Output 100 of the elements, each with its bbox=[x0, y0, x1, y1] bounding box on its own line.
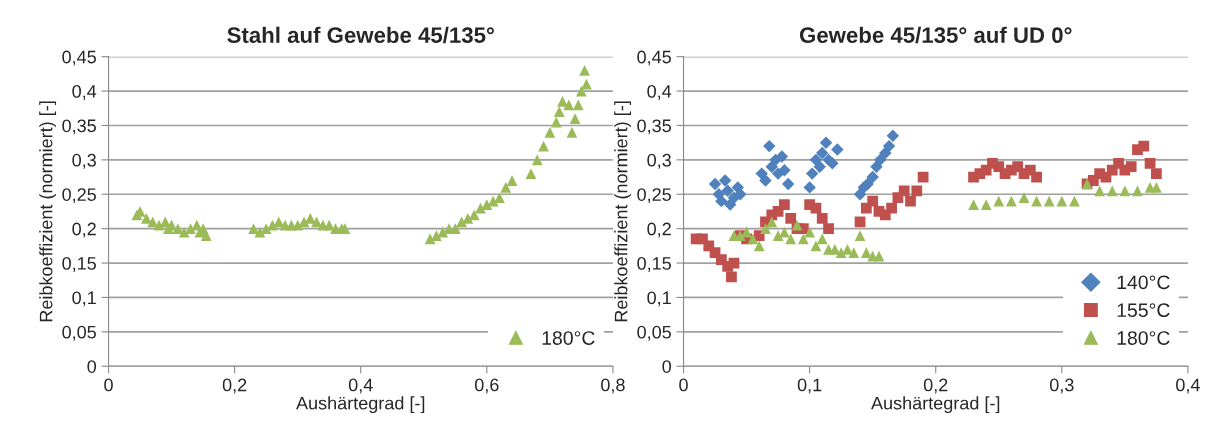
point bbox=[993, 195, 1005, 207]
point bbox=[506, 175, 518, 186]
y-tick-label: 0,2 bbox=[647, 222, 671, 238]
point bbox=[882, 139, 896, 153]
point bbox=[525, 168, 537, 179]
legend-label: 180°C bbox=[1117, 331, 1170, 345]
point bbox=[1031, 195, 1042, 207]
point bbox=[763, 139, 776, 153]
y-tick-label: 0,35 bbox=[62, 119, 96, 135]
point bbox=[1031, 171, 1042, 183]
point bbox=[569, 113, 581, 124]
point bbox=[734, 188, 747, 201]
y-tick-label: 0,15 bbox=[637, 256, 671, 272]
point bbox=[813, 160, 826, 173]
y-tick-label: 0,4 bbox=[72, 85, 97, 100]
point bbox=[140, 212, 152, 224]
point bbox=[1144, 157, 1156, 169]
x-tick-label: 0,1 bbox=[797, 378, 822, 394]
point bbox=[775, 150, 789, 163]
point bbox=[911, 185, 923, 197]
point bbox=[854, 216, 866, 228]
y-tick-label: 0,05 bbox=[637, 325, 671, 341]
point bbox=[1138, 140, 1150, 152]
point bbox=[805, 167, 819, 180]
point bbox=[715, 194, 728, 208]
point bbox=[254, 226, 266, 238]
point bbox=[785, 212, 797, 224]
point bbox=[766, 216, 778, 228]
point bbox=[550, 116, 562, 128]
point bbox=[816, 233, 828, 245]
point bbox=[292, 219, 304, 231]
point bbox=[810, 240, 822, 252]
point bbox=[831, 143, 844, 156]
point bbox=[721, 184, 734, 198]
y-axis-title: Reibkoeffizient (normiert) [-] bbox=[39, 101, 57, 322]
point bbox=[1006, 195, 1017, 207]
point bbox=[867, 195, 879, 207]
point bbox=[431, 230, 442, 241]
point bbox=[804, 226, 816, 238]
point bbox=[785, 233, 797, 245]
point bbox=[803, 181, 816, 194]
point bbox=[494, 192, 505, 204]
point bbox=[747, 233, 759, 245]
chart-title: Gewebe 45/135° auf UD 0° bbox=[799, 26, 1072, 44]
point bbox=[753, 240, 765, 252]
point bbox=[772, 230, 784, 241]
x-axis-title: Aushärtegrad [-] bbox=[296, 396, 425, 414]
point bbox=[854, 230, 866, 241]
point bbox=[553, 106, 565, 118]
point bbox=[500, 182, 512, 193]
y-tick-label: 0,3 bbox=[72, 153, 96, 169]
point bbox=[853, 188, 867, 201]
point bbox=[1056, 195, 1068, 207]
x-tick-label: 0,8 bbox=[601, 378, 625, 394]
point bbox=[759, 174, 772, 187]
point bbox=[311, 216, 322, 228]
point bbox=[1125, 161, 1137, 173]
point bbox=[816, 146, 829, 160]
point bbox=[200, 230, 212, 241]
y-axis-title: Reibkoeffizient (normiert) [-] bbox=[614, 101, 632, 322]
point bbox=[898, 185, 910, 197]
x-tick-label: 0,3 bbox=[1049, 378, 1074, 394]
point bbox=[779, 226, 790, 238]
point bbox=[544, 126, 556, 138]
y-tick-label: 0,15 bbox=[62, 256, 96, 272]
point bbox=[566, 126, 578, 138]
x-tick-label: 0,2 bbox=[222, 378, 247, 394]
y-tick-label: 0,4 bbox=[647, 85, 672, 100]
point bbox=[861, 177, 874, 191]
point bbox=[760, 223, 771, 235]
y-tick-label: 0 bbox=[87, 360, 97, 373]
point bbox=[531, 154, 543, 166]
point bbox=[860, 247, 872, 259]
point bbox=[866, 170, 879, 184]
point bbox=[781, 177, 795, 191]
point bbox=[1132, 185, 1143, 197]
point bbox=[1119, 185, 1131, 197]
point bbox=[826, 157, 839, 170]
point bbox=[797, 233, 809, 245]
point bbox=[581, 78, 592, 90]
point bbox=[886, 202, 897, 214]
point bbox=[968, 199, 979, 210]
legend-label: 180°C bbox=[542, 331, 595, 345]
point bbox=[980, 199, 992, 210]
point bbox=[809, 153, 823, 167]
point bbox=[819, 136, 833, 149]
point bbox=[563, 99, 575, 111]
y-tick-label: 0,1 bbox=[647, 291, 671, 307]
point bbox=[185, 223, 196, 235]
point bbox=[778, 163, 791, 177]
legend-label: 155°C bbox=[1117, 303, 1170, 318]
x-tick-label: 0,6 bbox=[474, 378, 499, 394]
point bbox=[726, 271, 737, 283]
point bbox=[718, 174, 732, 187]
y-tick-label: 0,25 bbox=[62, 188, 96, 204]
point bbox=[779, 199, 790, 210]
y-tick-label: 0,35 bbox=[637, 119, 671, 135]
y-tick-label: 0,1 bbox=[72, 291, 96, 307]
y-tick-label: 0 bbox=[662, 360, 672, 373]
point bbox=[1094, 185, 1106, 197]
